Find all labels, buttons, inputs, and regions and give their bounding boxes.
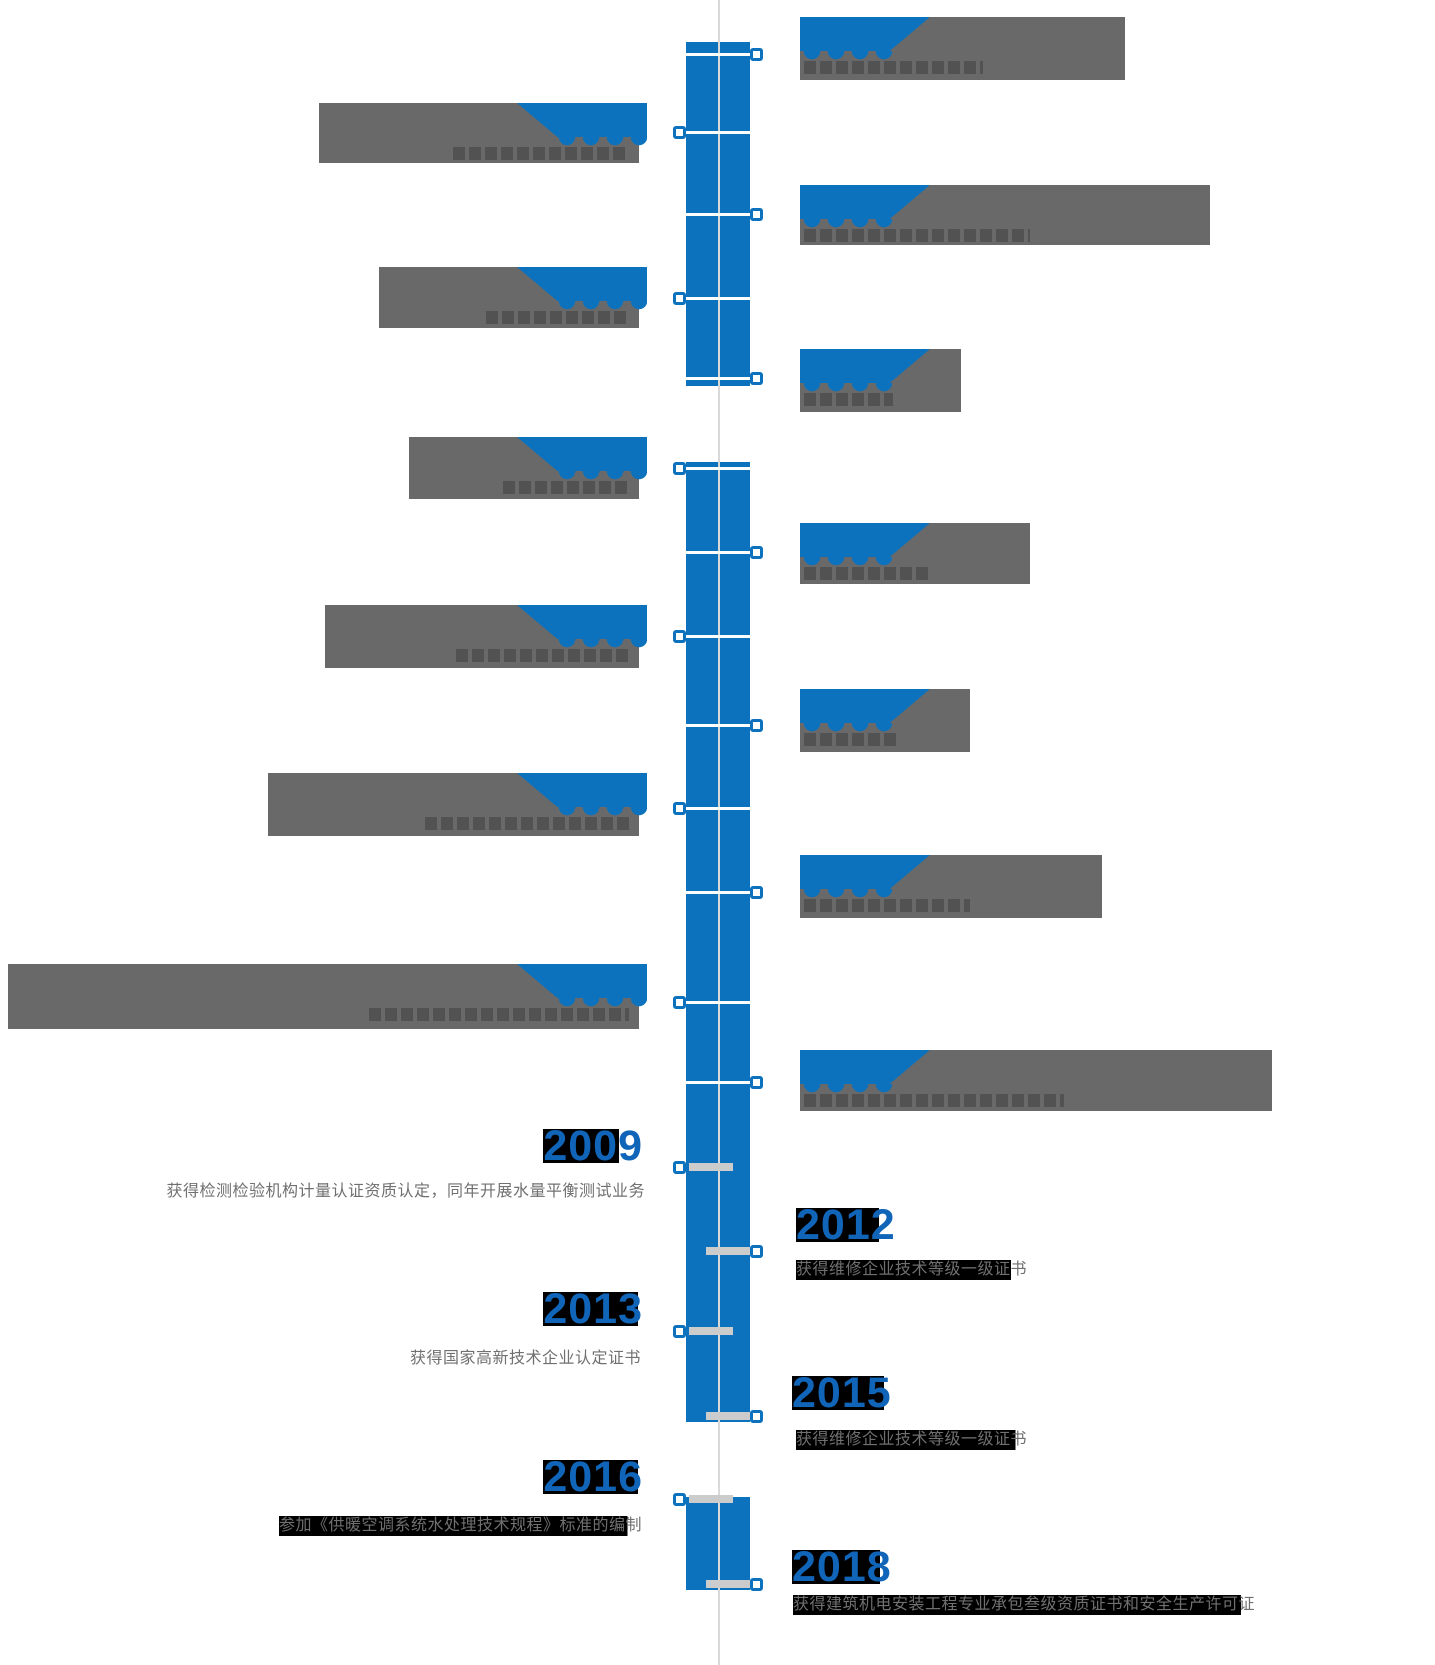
year-fragment-bumps	[800, 219, 892, 228]
year-fragment-bumps	[800, 889, 892, 898]
obscured-desc-text	[804, 733, 898, 746]
timeline-tick	[686, 1081, 750, 1084]
timeline-node-icon	[673, 126, 686, 139]
obscured-desc-text	[804, 229, 1030, 242]
timeline-node-icon	[750, 1245, 763, 1258]
timeline-node-icon	[750, 48, 763, 61]
timeline-tick	[686, 724, 750, 727]
timeline-node-icon	[750, 719, 763, 732]
milestone-year: 2016	[543, 1453, 643, 1501]
milestone-description: 获得检测检验机构计量认证资质认定，同年开展水量平衡测试业务	[166, 1183, 645, 1200]
timeline-tick	[686, 635, 750, 638]
obscured-desc-text	[804, 1094, 1064, 1107]
timeline-node-icon	[673, 1325, 686, 1338]
timeline-node-icon	[750, 372, 763, 385]
timeline-node-icon	[673, 630, 686, 643]
timeline-node-icon	[673, 802, 686, 815]
timeline-node-icon	[750, 546, 763, 559]
timeline-tick	[686, 1001, 750, 1004]
timeline-node-icon	[750, 1076, 763, 1089]
timeline-tick	[689, 1163, 733, 1171]
timeline-tick	[706, 1412, 750, 1420]
milestone-year: 2012	[796, 1201, 896, 1249]
timeline-tick	[686, 891, 750, 894]
timeline-tick	[686, 377, 750, 380]
year-fragment-bumps	[800, 383, 892, 392]
timeline-node-icon	[750, 1578, 763, 1591]
obscured-desc-text	[502, 481, 629, 494]
timeline-node-icon	[673, 462, 686, 475]
timeline-tick	[686, 131, 750, 134]
year-fragment-bumps	[800, 557, 892, 566]
milestone-description: 获得国家高新技术企业认定证书	[409, 1350, 641, 1367]
milestone-year: 2013	[543, 1285, 643, 1333]
year-fragment-bumps	[800, 1084, 892, 1093]
obscured-desc-text	[369, 1008, 629, 1021]
timeline-tick	[686, 53, 750, 56]
timeline-tick	[686, 551, 750, 554]
timeline-node-icon	[673, 996, 686, 1009]
milestone-year: 2018	[792, 1543, 892, 1591]
obscured-desc-text	[804, 567, 931, 580]
milestone-year: 2009	[543, 1122, 643, 1170]
year-fragment-bumps	[555, 807, 647, 816]
milestone-description: 参加《供暖空调系统水处理技术规程》标准的编制	[278, 1516, 642, 1536]
timeline-tick	[686, 297, 750, 300]
timeline-tick	[686, 467, 750, 470]
milestone-year: 2015	[792, 1369, 892, 1417]
timeline-node-icon	[750, 886, 763, 899]
timeline-tick	[706, 1247, 750, 1255]
obscured-desc-text	[456, 649, 629, 662]
milestone-description: 获得维修企业技术等级一级证书	[796, 1430, 1028, 1450]
timeline-node-icon	[673, 1161, 686, 1174]
year-fragment-bumps	[555, 137, 647, 146]
timeline-node-icon	[673, 292, 686, 305]
obscured-desc-text	[486, 311, 629, 324]
timeline-tick	[689, 1495, 733, 1503]
timeline-node-icon	[673, 1493, 686, 1506]
obscured-desc-text	[804, 61, 983, 74]
obscured-desc-text	[804, 899, 971, 912]
year-fragment-bumps	[555, 301, 647, 310]
timeline-tick	[686, 213, 750, 216]
timeline-node-icon	[750, 208, 763, 221]
timeline-node-icon	[750, 1410, 763, 1423]
year-fragment-bumps	[800, 723, 892, 732]
timeline-tick	[706, 1580, 750, 1588]
year-fragment-bumps	[555, 639, 647, 648]
obscured-desc-text	[424, 817, 629, 830]
year-fragment-bumps	[800, 51, 892, 60]
obscured-desc-text	[804, 393, 893, 406]
year-fragment-bumps	[555, 471, 647, 480]
timeline-tick	[686, 807, 750, 810]
milestone-description: 获得维修企业技术等级一级证书	[796, 1260, 1028, 1280]
timeline-axis-line	[718, 0, 720, 1665]
timeline-tick	[689, 1327, 733, 1335]
milestone-description: 获得建筑机电安装工程专业承包叁级资质证书和安全生产许可证	[793, 1595, 1256, 1615]
year-fragment-bumps	[555, 998, 647, 1007]
obscured-desc-text	[453, 147, 629, 160]
